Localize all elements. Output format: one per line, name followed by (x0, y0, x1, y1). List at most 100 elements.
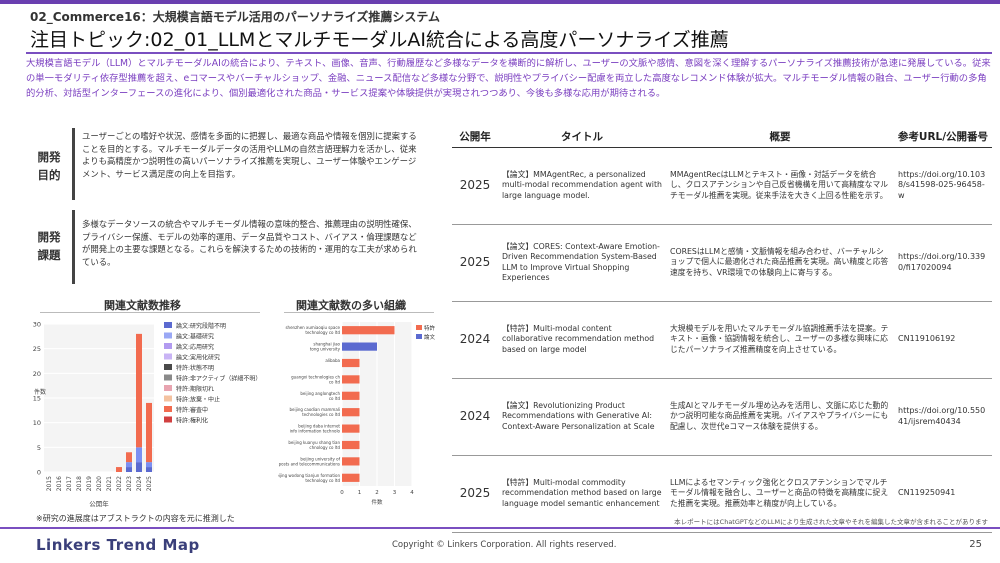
row-title: 【特許】Multi-modal content collaborative re… (498, 301, 666, 379)
org-chart-title: 関連文献数の多い組織 (296, 299, 406, 312)
org-category-label: beijing caodian mammali (290, 407, 341, 412)
row-year: 2024 (452, 301, 498, 379)
row-title: 【特許】Multi-modal commodity recommendation… (498, 455, 666, 533)
org-xaxis-label: 件数 (371, 498, 383, 506)
purpose-card: 開発目的 ユーザーごとの嗜好や状況、感情を多面的に把握し、最適な商品や情報を個別… (32, 128, 430, 200)
trend-bar (146, 402, 152, 463)
trend-bar (136, 447, 142, 463)
trend-bar (146, 462, 152, 468)
trend-legend-swatch (164, 332, 172, 339)
table-row: 2025 【論文】CORES: Context-Aware Emotion-Dr… (452, 224, 992, 302)
issues-label: 開発課題 (37, 230, 61, 262)
purpose-text: ユーザーごとの嗜好や状況、感情を多面的に把握し、最適な商品や情報を個別に提案する… (82, 131, 417, 179)
trend-xtick-label: 2020 (96, 476, 103, 491)
trend-legend-label: 論文:基礎研究 (176, 333, 214, 341)
org-xtick-label: 0 (340, 490, 344, 496)
trend-xtick-label: 2024 (136, 476, 143, 491)
llm-disclaimer: 本レポートにはChatGPTなどのLLMにより生成された文章やそれを編集した文章… (674, 518, 988, 526)
trend-ytick-label: 25 (33, 345, 41, 353)
org-xtick-label: 3 (393, 490, 397, 496)
org-bar (342, 424, 360, 433)
org-bar (342, 408, 360, 417)
trend-legend-swatch (164, 322, 172, 328)
header-title: タイトル (498, 127, 666, 148)
row-year: 2025 (452, 224, 498, 302)
org-legend-label: 特許 (424, 324, 436, 332)
org-category-label: beijing university of (300, 456, 340, 461)
org-xtick-label: 2 (375, 490, 379, 496)
trend-xtick-label: 2017 (66, 476, 73, 491)
section-subtitle: 02_Commerce16：大規模言語モデル活用のパーソナライズ推薦システム (30, 10, 441, 24)
row-ref-link[interactable]: https://doi.org/10.55041/ijsrem40434 (894, 378, 992, 456)
header-summary: 概要 (666, 127, 894, 148)
trend-legend-swatch (164, 364, 172, 370)
trend-xtick-label: 2019 (86, 476, 93, 491)
header-ref: 参考URL/公開番号 (894, 127, 992, 148)
org-category-label: tong university (310, 347, 341, 352)
row-ref-link[interactable]: https://doi.org/10.3390/fi17020094 (894, 224, 992, 302)
org-category-label: shanghai jiao (313, 342, 340, 347)
org-category-label: beijing kuanyu shang tian (288, 440, 340, 445)
trend-legend-swatch (164, 343, 172, 349)
issues-divider (72, 210, 75, 284)
trend-yaxis-label: 件数 (34, 388, 46, 396)
table-row: 2024 【論文】Revolutionizing Product Recomme… (452, 378, 992, 456)
page-number: 25 (969, 539, 982, 550)
trend-xtick-label: 2025 (146, 476, 153, 491)
trend-legend-label: 論文:研究段階不明 (176, 322, 226, 330)
org-bar (342, 457, 360, 466)
row-summary: MMAgentRecはLLMとテキスト・画像・対話データを統合し、クロスアテンシ… (666, 147, 894, 225)
org-category-label: technology co ltd (305, 330, 340, 335)
trend-legend-label: 論文:応用研究 (176, 343, 214, 351)
trend-legend-label: 特許:期限切れ (176, 385, 214, 393)
header-year: 公開年 (452, 127, 498, 148)
trend-ytick-label: 20 (33, 370, 41, 378)
org-bar (342, 326, 395, 335)
org-legend-label: 論文 (424, 333, 436, 341)
trend-legend-label: 特許:権利化 (176, 417, 208, 425)
issues-text: 多様なデータソースの統合やマルチモーダル情報の意味的整合、推薦理由の説明性確保、… (82, 219, 417, 267)
purpose-divider (72, 128, 75, 200)
intro-paragraph: 大規模言語モデル（LLM）とマルチモーダルAIの統合により、テキスト、画像、音声… (26, 58, 991, 99)
trend-legend-swatch (164, 416, 172, 423)
trend-legend-swatch (164, 406, 172, 412)
top-accent-bar (0, 0, 1000, 4)
table-header-row: 公開年 タイトル 概要 参考URL/公開番号 (452, 127, 992, 148)
trend-ytick-label: 0 (37, 469, 41, 477)
trend-xtick-label: 2015 (46, 476, 53, 491)
trend-chart-title: 関連文献数推移 (104, 299, 181, 312)
trend-xtick-label: 2016 (56, 476, 63, 491)
trend-bar (116, 467, 122, 472)
org-category-label: beijing anglongtech (300, 391, 340, 396)
purpose-label: 開発目的 (37, 150, 61, 182)
org-bar (342, 440, 360, 450)
row-title: 【論文】MMAgentRec, a personalized multi-mod… (498, 147, 666, 225)
org-legend-swatch (416, 334, 422, 339)
trend-ytick-label: 30 (33, 321, 41, 329)
title-divider (26, 52, 992, 54)
row-summary: 生成AIとマルチモーダル埋め込みを活用し、文脈に応じた動的かつ説明可能な商品推薦… (666, 378, 894, 456)
org-bar (342, 391, 360, 400)
org-category-label: chnology co ltd (309, 445, 340, 450)
row-ref-link[interactable]: https://doi.org/10.1038/s41598-025-96458… (894, 147, 992, 225)
row-ref-number: CN119106192 (894, 301, 992, 379)
org-xtick-label: 4 (410, 490, 414, 496)
org-bar (342, 342, 377, 351)
trend-bar (126, 452, 132, 463)
row-year: 2024 (452, 378, 498, 456)
org-category-label: info information technolo (290, 429, 341, 434)
org-category-label: technologies co ltd (302, 412, 340, 417)
org-category-label: shenzhen xumiaoqiu space (285, 325, 340, 330)
trend-xtick-label: 2018 (76, 476, 83, 491)
org-category-label: beijing wodong tianjun formation (278, 473, 340, 478)
row-year: 2025 (452, 455, 498, 533)
trend-legend-label: 特許:非アクティブ（詳細不明） (176, 375, 261, 383)
org-bar (342, 375, 360, 384)
brand-logo: Linkers Trend Map (36, 536, 200, 554)
row-summary: CORESはLLMと感情・文脈情報を組み合わせ、バーチャルショップで個人に最適化… (666, 224, 894, 302)
chart-footnote: ※研究の進展度はアブストラクトの内容を元に推測した (36, 514, 235, 523)
trend-bar (126, 467, 132, 472)
org-category-label: posts and telecommunications (279, 461, 340, 466)
